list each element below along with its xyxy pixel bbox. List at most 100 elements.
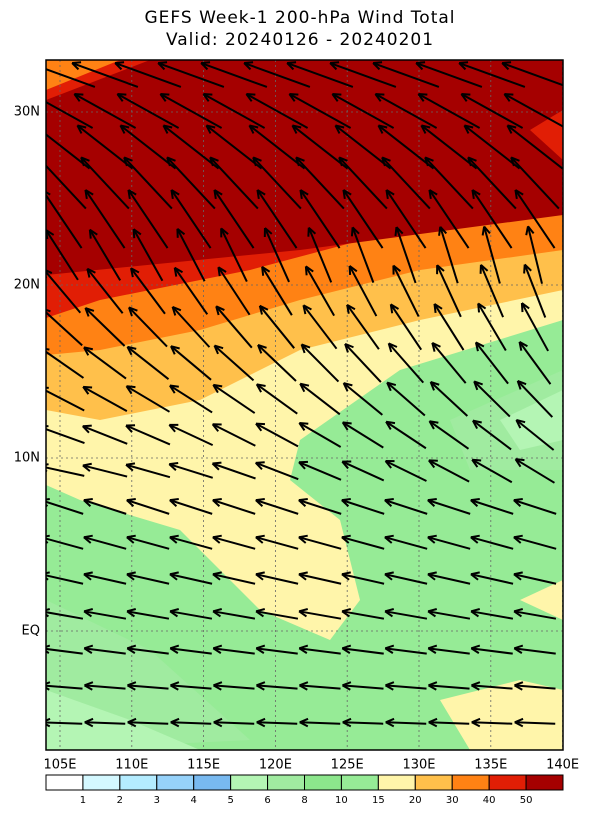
arrow-shaft (515, 722, 555, 723)
arrow-head (352, 227, 353, 236)
arrow-shaft (85, 722, 125, 723)
arrow-head (416, 62, 425, 63)
colorbar-swatch (120, 775, 157, 790)
arrow-shaft (257, 722, 297, 723)
colorbar-label: 40 (483, 795, 496, 806)
colorbar-swatch (526, 775, 563, 790)
arrow-head (256, 462, 265, 463)
arrow-head (170, 386, 179, 387)
colorbar-label: 4 (191, 795, 197, 806)
arrow-shaft (343, 722, 383, 723)
arrow-head (38, 157, 46, 160)
arrow-head (299, 499, 308, 500)
lon-label: 140E (546, 758, 579, 773)
colorbar-swatch (489, 775, 526, 790)
colorbar-label: 30 (446, 795, 459, 806)
colorbar-label: 6 (264, 795, 270, 806)
colorbar-swatch (415, 775, 452, 790)
colorbar-swatch (378, 775, 415, 790)
arrow-head (40, 426, 49, 427)
lon-label: 110E (115, 758, 148, 773)
arrow-head (212, 463, 221, 464)
colorbar-label: 1 (80, 795, 86, 806)
colorbar-label: 5 (227, 795, 233, 806)
arrow-head (330, 62, 339, 63)
arrow-head (74, 94, 83, 95)
lon-label: 125E (331, 758, 364, 773)
arrow-head (516, 459, 525, 460)
arrow-head (126, 386, 135, 387)
arrow-head (343, 422, 352, 423)
arrow-head (203, 94, 212, 95)
arrow-head (472, 460, 481, 461)
arrow-head (244, 62, 253, 63)
arrow-shaft (386, 722, 426, 723)
arrow-head (375, 94, 384, 95)
colorbar-label: 8 (301, 795, 307, 806)
lat-label: 30N (14, 105, 40, 120)
arrow-head (385, 499, 394, 500)
colorbar-swatch (46, 775, 83, 790)
arrow-head (29, 63, 35, 69)
arrow-head (342, 499, 351, 500)
arrow-head (29, 62, 38, 63)
arrow-head (514, 499, 523, 500)
arrow-head (40, 387, 45, 394)
arrow-head (332, 94, 341, 95)
arrow-shaft (42, 722, 82, 723)
arrow-head (213, 499, 222, 500)
arrow-head (31, 94, 40, 95)
subtitle: Valid: 20240126 - 20240201 (166, 30, 434, 50)
colorbar-swatch (157, 775, 194, 790)
arrow-head (72, 62, 81, 63)
arrow-shaft (300, 722, 340, 723)
colorbar-swatch (305, 775, 342, 790)
arrow-head (126, 463, 135, 464)
arrow-shaft (171, 722, 211, 723)
arrow-head (418, 94, 427, 95)
arrow-head (289, 94, 298, 95)
arrow-head (502, 62, 511, 63)
colorbar-swatch (194, 775, 231, 790)
lon-label: 120E (259, 758, 292, 773)
colorbar-label: 10 (335, 795, 348, 806)
arrow-head (160, 94, 169, 95)
arrow-head (38, 157, 41, 166)
title: GEFS Week-1 200-hPa Wind Total (144, 8, 455, 28)
lon-label: 105E (43, 758, 76, 773)
colorbar-swatch (452, 775, 489, 790)
arrow-head (213, 385, 222, 386)
colorbar-label: 20 (409, 795, 422, 806)
arrow-head (299, 423, 308, 424)
arrow-head (246, 94, 255, 95)
colorbar-label: 50 (520, 795, 533, 806)
arrow-head (169, 463, 178, 464)
map (29, 60, 568, 750)
arrow-head (83, 426, 92, 427)
colorbar-swatch (268, 775, 305, 790)
colorbar-label: 3 (154, 795, 160, 806)
arrow-head (31, 94, 36, 101)
arrow-head (428, 499, 437, 500)
arrow-head (439, 227, 440, 236)
arrow-head (170, 499, 179, 500)
arrow-head (504, 94, 513, 95)
lon-label: 135E (474, 758, 507, 773)
arrow-head (83, 387, 92, 388)
colorbar-swatch (231, 775, 268, 790)
lat-label: 10N (14, 451, 40, 466)
arrow-head (158, 62, 167, 63)
arrow-shaft (429, 722, 469, 723)
arrow-head (201, 62, 210, 63)
arrow-head (287, 62, 296, 63)
arrow-head (34, 125, 38, 133)
arrow-head (256, 499, 265, 500)
arrow-head (373, 62, 382, 63)
arrow-shaft (214, 722, 254, 723)
arrow-shaft (472, 722, 512, 723)
arrow-shaft (128, 722, 168, 723)
arrow-head (127, 499, 136, 500)
arrow-head (471, 499, 480, 500)
lon-label: 130E (402, 758, 435, 773)
